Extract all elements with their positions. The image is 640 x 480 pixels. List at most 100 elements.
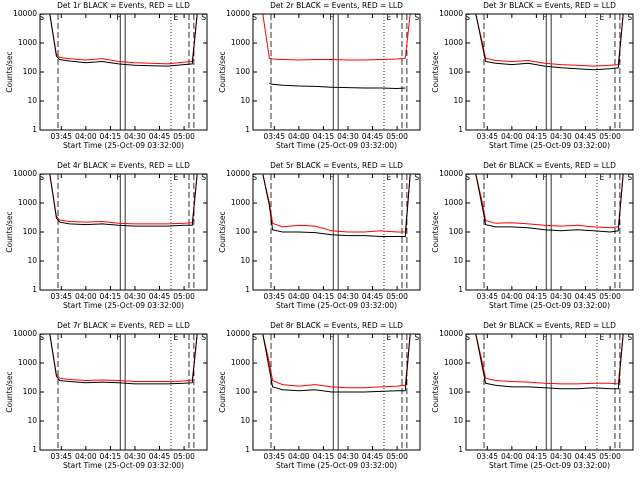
plot-frame <box>465 333 634 451</box>
y-tick-label: 1000 <box>18 358 37 367</box>
x-tick-label: 04:30 <box>337 452 359 461</box>
x-tick-label: 03:45 <box>263 132 285 141</box>
chart-title: Det 5r BLACK = Events, RED = LLD <box>270 161 403 170</box>
series-line <box>40 333 201 382</box>
y-axis-title: Counts/sec <box>218 211 227 252</box>
x-axis-title: Start Time (25-Oct-09 03:32:00) <box>63 301 184 310</box>
y-tick-label: 10 <box>453 256 463 265</box>
x-tick-label: 03:45 <box>50 292 72 301</box>
x-tick-label: 04:00 <box>75 452 97 461</box>
marker-label: S <box>39 173 44 182</box>
y-tick-label: 10 <box>27 416 37 425</box>
chart-title: Det 1r BLACK = Events, RED = LLD <box>57 1 190 10</box>
y-tick-label: 1 <box>245 285 250 294</box>
series-line <box>253 173 414 233</box>
x-axis-title: Start Time (25-Oct-09 03:32:00) <box>63 141 184 150</box>
series-line <box>466 13 627 67</box>
chart-title: Det 2r BLACK = Events, RED = LLD <box>270 1 403 10</box>
x-axis-title: Start Time (25-Oct-09 03:32:00) <box>489 141 610 150</box>
y-axis-title: Counts/sec <box>5 51 14 92</box>
marker-label: F <box>116 173 120 182</box>
marker-label: S <box>465 13 470 22</box>
y-tick-label: 1000 <box>444 198 463 207</box>
series-line <box>253 333 414 393</box>
marker-label: F <box>329 13 333 22</box>
y-axis-title: Counts/sec <box>431 51 440 92</box>
y-tick-label: 100 <box>449 387 464 396</box>
marker-label: S <box>414 173 419 182</box>
marker-label: E <box>387 173 392 182</box>
x-tick-label: 04:00 <box>75 132 97 141</box>
y-tick-label: 1000 <box>18 198 37 207</box>
marker-label: E <box>387 333 392 342</box>
x-tick-label: 04:15 <box>313 132 335 141</box>
y-tick-label: 1000 <box>444 38 463 47</box>
marker-label: S <box>252 173 257 182</box>
marker-label: S <box>252 333 257 342</box>
y-tick-label: 10000 <box>439 9 463 18</box>
x-tick-label: 04:00 <box>501 292 523 301</box>
plot-frame <box>252 333 421 451</box>
x-tick-label: 03:45 <box>50 132 72 141</box>
y-tick-label: 100 <box>236 227 251 236</box>
x-axis-title: Start Time (25-Oct-09 03:32:00) <box>276 141 397 150</box>
y-tick-label: 10000 <box>13 9 37 18</box>
chart-title: Det 8r BLACK = Events, RED = LLD <box>270 321 403 330</box>
chart-title: Det 7r BLACK = Events, RED = LLD <box>57 321 190 330</box>
x-tick-label: 04:45 <box>575 292 597 301</box>
y-tick-label: 100 <box>449 67 464 76</box>
marker-label: E <box>600 333 605 342</box>
marker-label: S <box>414 333 419 342</box>
marker-label: S <box>201 333 206 342</box>
series-line <box>40 13 201 65</box>
x-tick-label: 04:15 <box>313 292 335 301</box>
x-tick-label: 03:45 <box>50 452 72 461</box>
y-tick-label: 10 <box>453 416 463 425</box>
y-tick-label: 100 <box>236 67 251 76</box>
series-line <box>466 173 627 233</box>
x-tick-label: 04:45 <box>149 292 171 301</box>
series-line <box>40 173 201 227</box>
x-tick-label: 04:00 <box>288 132 310 141</box>
x-tick-label: 04:45 <box>149 452 171 461</box>
y-tick-label: 1 <box>245 445 250 454</box>
x-tick-label: 04:45 <box>362 132 384 141</box>
series-line <box>40 13 201 67</box>
y-tick-label: 10 <box>453 96 463 105</box>
marker-label: S <box>39 13 44 22</box>
x-tick-label: 05:00 <box>599 132 621 141</box>
y-tick-label: 10000 <box>13 169 37 178</box>
y-tick-label: 10 <box>27 96 37 105</box>
marker-label: F <box>542 333 546 342</box>
y-tick-label: 10000 <box>226 9 250 18</box>
y-axis-title: Counts/sec <box>5 371 14 412</box>
x-tick-label: 05:00 <box>173 292 195 301</box>
marker-label: E <box>174 333 179 342</box>
plot-frame <box>252 13 421 131</box>
series-line <box>253 333 414 389</box>
y-tick-label: 1000 <box>444 358 463 367</box>
x-tick-label: 05:00 <box>599 292 621 301</box>
y-tick-label: 1 <box>32 445 37 454</box>
marker-label: E <box>174 173 179 182</box>
series-line <box>253 173 414 237</box>
x-tick-label: 04:30 <box>550 292 572 301</box>
x-tick-label: 05:00 <box>173 452 195 461</box>
x-tick-label: 04:30 <box>337 132 359 141</box>
chart-title: Det 6r BLACK = Events, RED = LLD <box>483 161 616 170</box>
x-tick-label: 04:45 <box>362 292 384 301</box>
series-line <box>253 13 414 61</box>
y-tick-label: 1 <box>32 285 37 294</box>
x-tick-label: 03:45 <box>476 452 498 461</box>
y-tick-label: 1000 <box>231 198 250 207</box>
x-tick-label: 05:00 <box>599 452 621 461</box>
x-tick-label: 04:30 <box>550 452 572 461</box>
plot-frame <box>39 173 208 291</box>
y-tick-label: 10000 <box>439 329 463 338</box>
x-tick-label: 04:30 <box>124 132 146 141</box>
marker-label: S <box>465 173 470 182</box>
marker-label: S <box>627 333 632 342</box>
y-tick-label: 1 <box>458 445 463 454</box>
